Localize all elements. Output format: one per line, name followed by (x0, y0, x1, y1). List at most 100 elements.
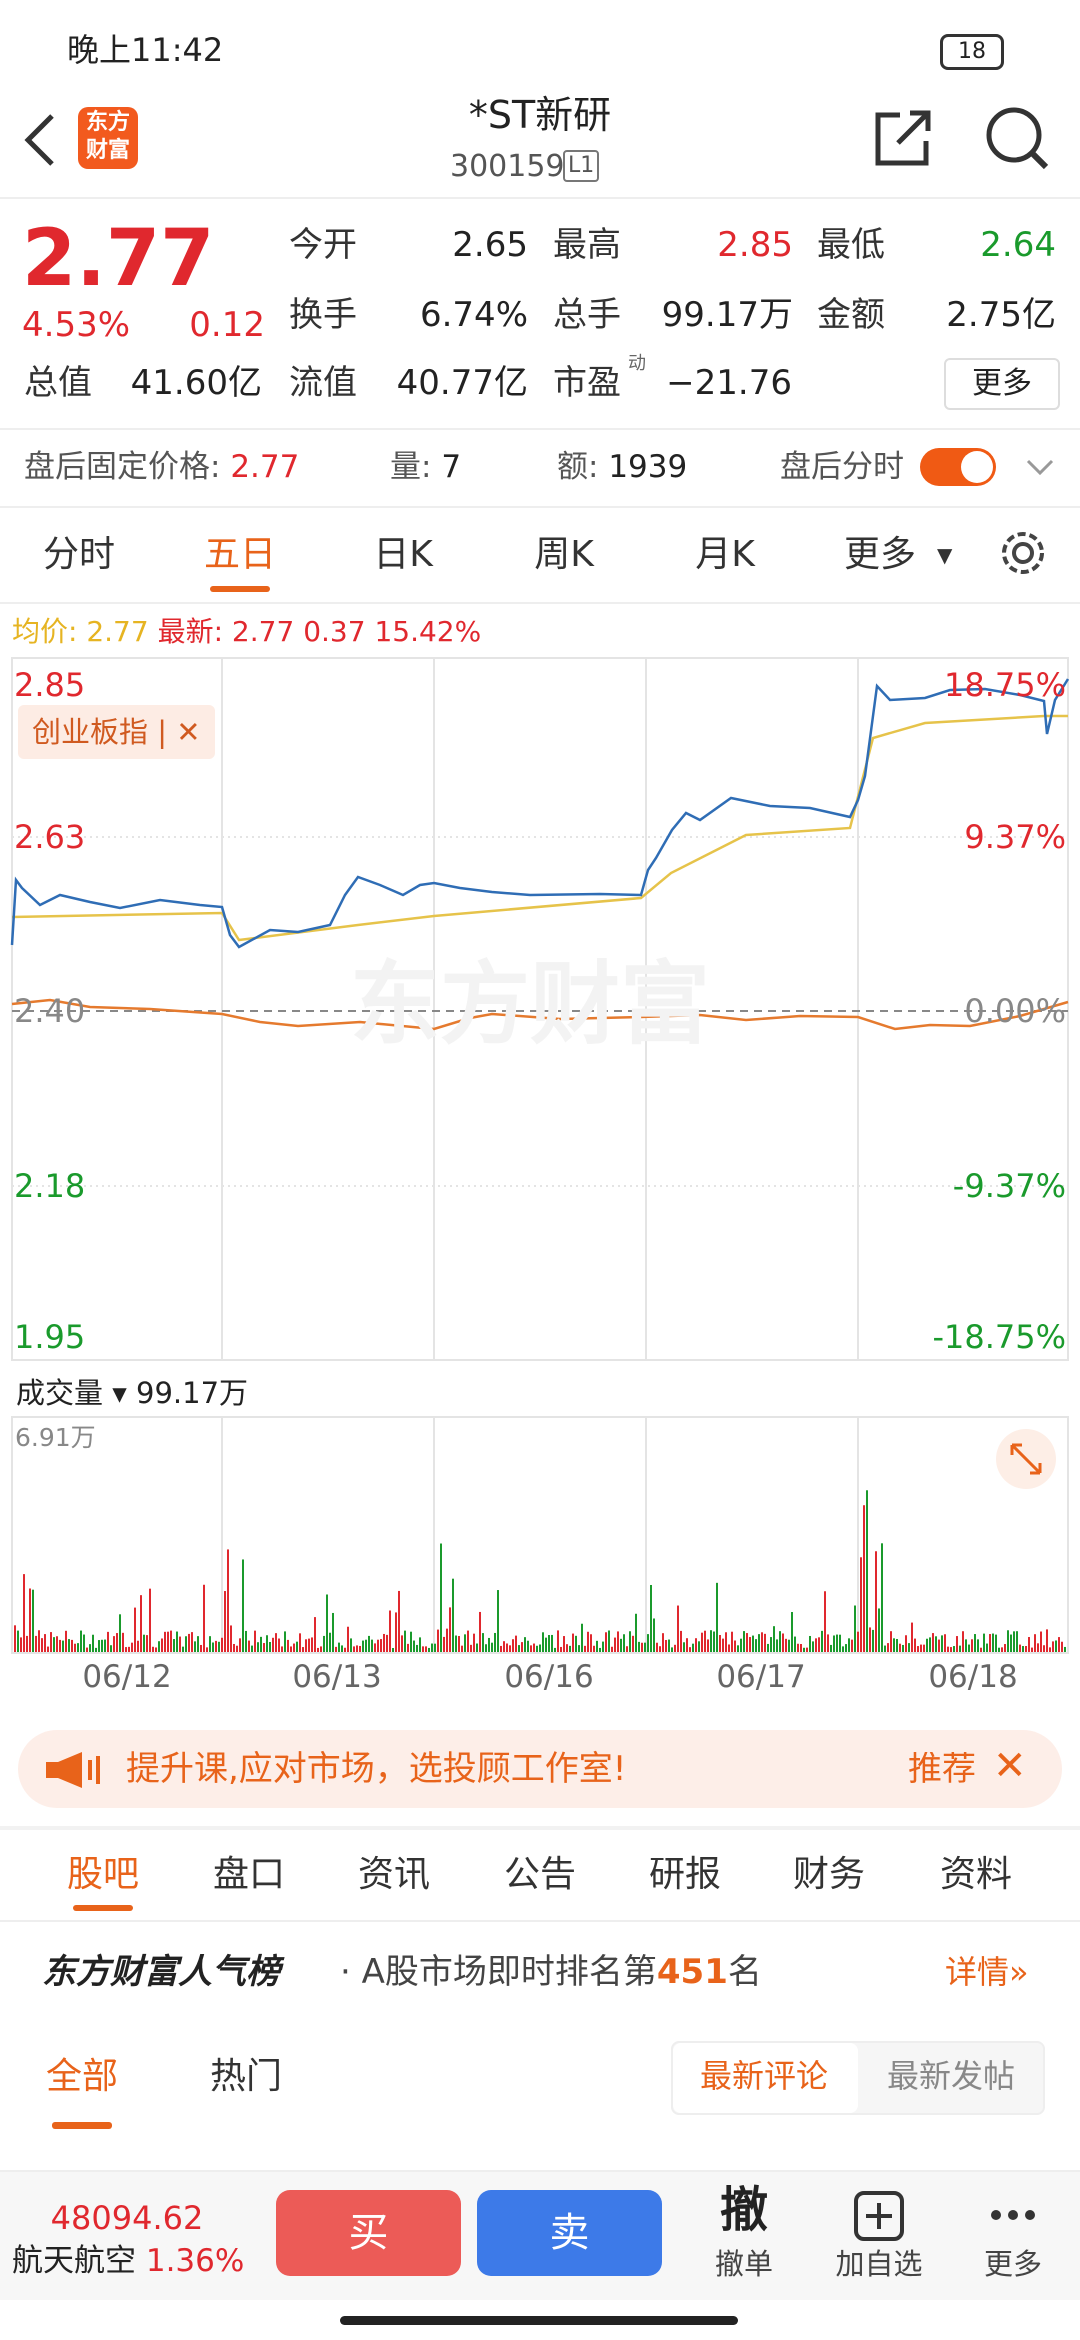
cancel-icon[interactable]: 撤 (719, 2182, 769, 2238)
volume-bar (755, 1639, 757, 1652)
back-icon[interactable] (20, 110, 60, 170)
volume-bar (647, 1634, 649, 1652)
volume-bar (857, 1631, 859, 1652)
volume-bar (611, 1646, 613, 1652)
more-button[interactable]: 更多 (944, 358, 1060, 410)
volume-bar (290, 1646, 292, 1652)
level-badge[interactable]: L1 (563, 150, 600, 182)
megaphone (46, 1752, 100, 1788)
filter-tab[interactable]: 热门 (209, 2056, 283, 2097)
date-label: 06/13 (292, 1659, 382, 1695)
volume-bar (197, 1636, 199, 1652)
volume-bar (287, 1639, 289, 1652)
cancel[interactable]: 撤单 (714, 2247, 774, 2281)
volume-bar (131, 1642, 133, 1652)
text: · A股市场即时排名第 (340, 1952, 657, 1992)
ranking-title: 东方财富人气榜 (42, 1952, 280, 1992)
volume-bar (77, 1643, 79, 1652)
search-icon[interactable] (982, 103, 1052, 173)
chart-tab[interactable]: 月K (695, 534, 755, 575)
volume-bar (467, 1630, 469, 1652)
volume-bar (539, 1644, 541, 1652)
banner-action[interactable]: 推荐 (908, 1752, 976, 1786)
volume-bar (563, 1636, 565, 1652)
volume-bar (152, 1646, 154, 1652)
section-tab[interactable]: 盘口 (212, 1854, 286, 1895)
volume-bar (236, 1645, 238, 1652)
volume-bar (785, 1638, 787, 1652)
index-info[interactable]: 航天航空 1.36% (12, 2246, 244, 2277)
section-tab[interactable]: 研报 (648, 1854, 722, 1895)
add-icon[interactable] (853, 2190, 905, 2242)
volume-bar (950, 1647, 952, 1652)
volume-bar (821, 1630, 823, 1652)
volume-bar (107, 1631, 109, 1652)
add-watchlist[interactable]: 加自选 (835, 2247, 923, 2281)
volume-bar (104, 1639, 106, 1652)
volume-bar (593, 1645, 595, 1652)
volume-bar (449, 1607, 451, 1652)
volume-bar (110, 1645, 112, 1652)
banner[interactable]: 提升课,应对市场，选投顾工作室! 推荐 ✕ (18, 1730, 1062, 1808)
volume-bar (32, 1589, 34, 1652)
volume-bar (818, 1637, 820, 1652)
banner-close[interactable]: ✕ (993, 1743, 1027, 1789)
more-icon[interactable] (990, 2205, 1036, 2225)
label: 量: (390, 449, 442, 485)
volume-header[interactable]: 成交量 ▾ 99.17万 (16, 1376, 249, 1410)
section-tab[interactable]: 股吧 (66, 1854, 140, 1895)
volume-bar (587, 1631, 589, 1652)
index-badge[interactable]: 创业板指 | ✕ (18, 705, 215, 759)
buy-button[interactable]: 买 (276, 2190, 461, 2276)
volume-bar (917, 1646, 919, 1652)
sort-option[interactable]: 最新发帖 (886, 2057, 1016, 2095)
y-left-label: 2.40 (14, 992, 86, 1030)
volume-bar (908, 1643, 910, 1652)
chart-tab[interactable]: 周K (534, 534, 594, 575)
volume-bar (173, 1639, 175, 1652)
chevron[interactable] (1025, 458, 1055, 478)
toggle-label: 盘后分时 (780, 449, 904, 485)
volume-bar (179, 1636, 181, 1652)
volume-bar (431, 1643, 433, 1652)
volume-bar (275, 1633, 277, 1652)
volume-bar (482, 1633, 484, 1652)
more[interactable]: 更多 (983, 2247, 1043, 2281)
volume-bar (965, 1639, 967, 1652)
volume-bar (899, 1643, 901, 1652)
settings-icon[interactable] (998, 528, 1048, 578)
volume-bar (47, 1646, 49, 1652)
section-tab[interactable]: 公告 (503, 1854, 577, 1895)
sort-option[interactable]: 最新评论 (699, 2057, 829, 2095)
stat-value: 6.74% (419, 295, 528, 335)
volume-bar (1031, 1647, 1033, 1652)
volume-bar (497, 1590, 499, 1652)
section-tab[interactable]: 财务 (792, 1854, 866, 1895)
logo[interactable]: 东方财富 (78, 107, 138, 169)
volume-bar (719, 1634, 721, 1652)
filter-tab[interactable]: 全部 (45, 2056, 119, 2097)
volume-bar (203, 1584, 205, 1652)
chart-tab[interactable]: 更多 (843, 534, 917, 575)
volume-bar (683, 1642, 685, 1652)
stat-value: 2.65 (452, 225, 528, 265)
volume-bar (212, 1642, 214, 1652)
volume-bar (185, 1636, 187, 1652)
chart-tab[interactable]: 日K (373, 534, 433, 575)
sell-button[interactable]: 卖 (477, 2190, 662, 2276)
volume-bar (329, 1632, 331, 1652)
ranking-detail[interactable]: 详情» (945, 1953, 1029, 1991)
index-value[interactable]: 48094.62 (50, 2199, 204, 2237)
section-tab[interactable]: 资讯 (357, 1854, 431, 1895)
volume-max: 6.91万 (15, 1423, 96, 1452)
share-icon[interactable] (870, 105, 940, 170)
section-tab[interactable]: 资料 (939, 1854, 1013, 1895)
toggle[interactable] (920, 448, 996, 486)
volume-bar (1061, 1641, 1063, 1652)
divider (0, 428, 1080, 430)
volume-bar (23, 1574, 25, 1652)
chart-tab[interactable]: 五日 (203, 534, 277, 575)
volume-bar (830, 1644, 832, 1652)
chart-tab[interactable]: 分时 (42, 534, 116, 575)
volume-bar (839, 1634, 841, 1652)
